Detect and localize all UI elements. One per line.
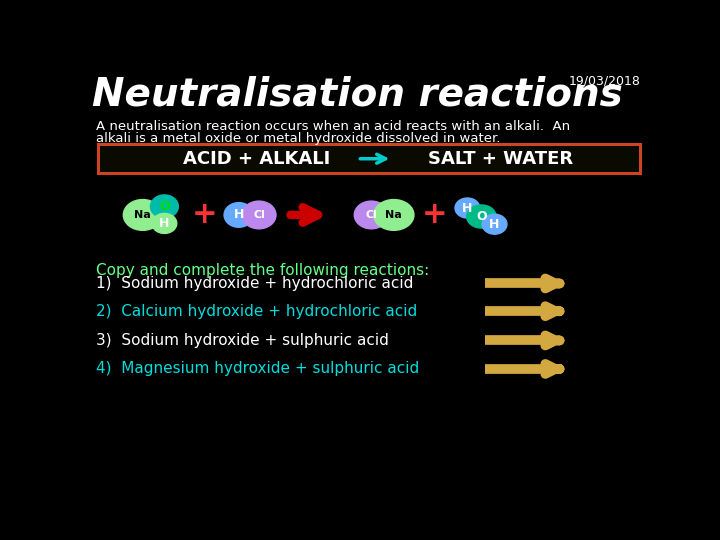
- Ellipse shape: [467, 205, 496, 228]
- Text: 19/03/2018: 19/03/2018: [568, 74, 640, 87]
- Text: alkali is a metal oxide or metal hydroxide dissolved in water.: alkali is a metal oxide or metal hydroxi…: [96, 132, 500, 145]
- Text: 3)  Sodium hydroxide + sulphuric acid: 3) Sodium hydroxide + sulphuric acid: [96, 333, 389, 348]
- Ellipse shape: [242, 201, 276, 229]
- Text: 1)  Sodium hydroxide + hydrochloric acid: 1) Sodium hydroxide + hydrochloric acid: [96, 276, 413, 291]
- Text: 2)  Calcium hydroxide + hydrochloric acid: 2) Calcium hydroxide + hydrochloric acid: [96, 303, 418, 319]
- Text: A neutralisation reaction occurs when an acid reacts with an alkali.  An: A neutralisation reaction occurs when an…: [96, 120, 570, 133]
- Text: SALT + WATER: SALT + WATER: [428, 150, 573, 168]
- Text: Cl: Cl: [253, 210, 265, 220]
- Ellipse shape: [150, 195, 179, 218]
- Text: Neutralisation reactions: Neutralisation reactions: [92, 75, 623, 113]
- Text: Na: Na: [135, 210, 151, 220]
- Text: Cl: Cl: [365, 210, 377, 220]
- Ellipse shape: [123, 200, 162, 231]
- Ellipse shape: [354, 201, 388, 229]
- Text: +: +: [192, 200, 217, 230]
- FancyBboxPatch shape: [98, 144, 640, 173]
- Text: H: H: [462, 201, 472, 214]
- Text: H: H: [233, 208, 244, 221]
- Text: Copy and complete the following reactions:: Copy and complete the following reaction…: [96, 264, 429, 279]
- Text: 4)  Magnesium hydroxide + sulphuric acid: 4) Magnesium hydroxide + sulphuric acid: [96, 361, 420, 376]
- Ellipse shape: [152, 213, 177, 233]
- Ellipse shape: [455, 198, 480, 218]
- Text: H: H: [159, 217, 170, 230]
- Text: +: +: [422, 200, 448, 230]
- Ellipse shape: [224, 202, 253, 227]
- Ellipse shape: [374, 200, 414, 231]
- Ellipse shape: [482, 214, 507, 234]
- Text: H: H: [490, 218, 500, 231]
- Text: O: O: [476, 210, 487, 223]
- Text: ACID + ALKALI: ACID + ALKALI: [183, 150, 330, 168]
- Text: Na: Na: [385, 210, 402, 220]
- Text: O: O: [159, 200, 170, 213]
